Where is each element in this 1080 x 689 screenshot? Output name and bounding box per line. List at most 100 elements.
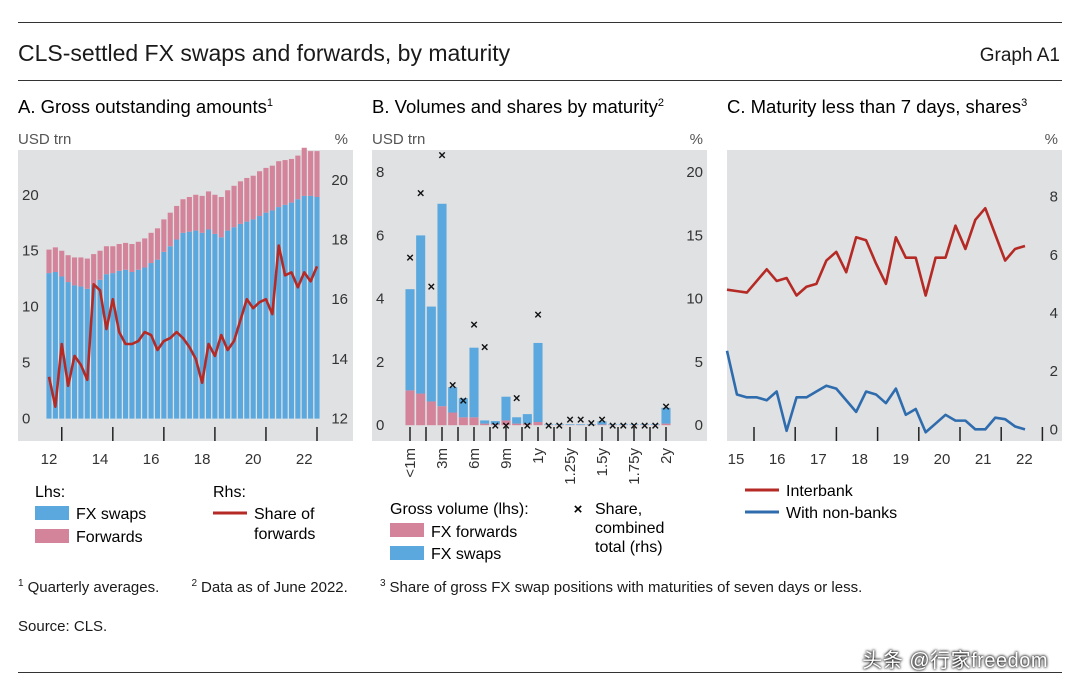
forwards-bar <box>250 175 256 220</box>
legend-a-share-label-2: forwards <box>254 526 315 543</box>
y-tick-label-lhs: 20 <box>22 187 39 204</box>
forwards-bar <box>225 190 231 231</box>
y-tick-label-rhs: 5 <box>695 354 703 371</box>
swaps-bar <box>608 424 618 425</box>
legend-a-swaps-swatch <box>35 506 69 520</box>
legend-a-forwards-swatch <box>35 529 69 543</box>
panel-c-marks: 0 2 4 6 8 15 16 17 18 19 20 21 22 <box>725 189 1058 468</box>
y-tick-label-rhs: 20 <box>686 164 703 181</box>
forwards-bar <box>257 171 263 217</box>
forwards-bar <box>437 406 447 426</box>
swaps-bar <box>167 246 173 419</box>
y-tick-label-lhs: 4 <box>376 291 384 308</box>
y-tick-label-lhs: 2 <box>376 354 384 371</box>
swaps-bar <box>154 259 161 419</box>
panel-c-rhs-unit: % <box>1045 131 1058 148</box>
swaps-bar <box>448 387 458 413</box>
share-marker: × <box>566 412 574 427</box>
x-tick-label: 15 <box>728 451 745 468</box>
swaps-bar <box>110 273 116 419</box>
x-tick-label: 16 <box>143 451 160 468</box>
forwards-bar <box>501 420 511 426</box>
y-tick-label-rhs: 14 <box>331 351 348 368</box>
swaps-bar <box>212 233 218 419</box>
y-tick-label-lhs: 10 <box>22 299 39 316</box>
swaps-bar <box>78 286 84 419</box>
panel-b-lhs-unit: USD trn <box>372 131 425 148</box>
forwards-bar <box>71 257 78 286</box>
x-tick-label: 14 <box>92 451 109 468</box>
forwards-bar <box>65 255 71 283</box>
share-marker: × <box>513 390 521 405</box>
swaps-bar <box>148 263 154 419</box>
panel-a-marks: 0 5 10 15 20 12 14 16 18 20 12 14 16 18 20 22 <box>22 147 348 468</box>
share-marker: × <box>534 307 542 322</box>
legend-b-forwards-swatch <box>390 523 424 537</box>
forwards-bar <box>295 155 301 200</box>
share-marker: × <box>588 416 596 431</box>
share-marker: × <box>524 418 532 433</box>
forwards-bar <box>301 147 307 196</box>
footnote-3: 3 Share of gross FX swap positions with m… <box>379 578 863 596</box>
y-tick-label-rhs: 0 <box>1050 421 1058 438</box>
share-marker: × <box>630 418 638 433</box>
panel-c-title: C. Maturity less than 7 days, shares3 <box>727 96 1027 117</box>
forwards-bar <box>490 424 500 426</box>
watermark: 头条 @行家freedom <box>862 650 1048 672</box>
swaps-bar <box>46 273 52 419</box>
swaps-bar <box>405 289 415 391</box>
swaps-bar <box>193 230 199 419</box>
forwards-bar <box>244 177 250 222</box>
swaps-bar <box>544 424 554 425</box>
forwards-bar <box>46 249 52 274</box>
y-tick-label-rhs: 8 <box>1050 189 1058 206</box>
forwards-bar <box>142 238 148 268</box>
panel-a-rhs-unit: % <box>335 131 348 148</box>
forwards-bar <box>180 199 186 233</box>
legend-b-share-label-2: combined <box>595 520 664 537</box>
legend-b-swaps-label: FX swaps <box>431 546 501 563</box>
swaps-bar <box>282 204 288 419</box>
x-tick-label: 18 <box>851 451 868 468</box>
forwards-bar <box>288 158 295 203</box>
swaps-bar <box>231 227 237 419</box>
forwards-bar <box>135 241 141 270</box>
legend-a-swaps-label: FX swaps <box>76 506 146 523</box>
x-tick-label: 9m <box>498 448 515 469</box>
swaps-bar <box>97 279 103 419</box>
x-tick-label: <1m <box>402 448 419 478</box>
swaps-bar <box>426 306 436 402</box>
forwards-bar <box>110 246 116 274</box>
legend-b-share-label-1: Share, <box>595 501 642 518</box>
swaps-bar <box>257 216 263 419</box>
swaps-bar <box>301 195 307 419</box>
forwards-bar <box>469 417 479 426</box>
swaps-bar <box>225 230 231 419</box>
charts-canvas: A. Gross outstanding amounts1 B. Volumes… <box>18 96 1062 563</box>
y-tick-label-rhs: 20 <box>331 172 348 189</box>
y-tick-label-rhs: 10 <box>686 291 703 308</box>
forwards-bar <box>263 167 269 213</box>
swaps-bar <box>174 239 180 419</box>
swaps-bar <box>597 421 607 425</box>
forwards-bar <box>308 151 314 196</box>
top-rule <box>18 22 1062 23</box>
swaps-bar <box>458 398 468 418</box>
forwards-bar <box>103 246 109 275</box>
swaps-bar <box>469 347 479 418</box>
swaps-bar <box>161 251 167 419</box>
swaps-bar <box>586 424 596 425</box>
share-marker: × <box>620 418 628 433</box>
swaps-bar <box>522 414 532 424</box>
swaps-bar <box>576 424 586 425</box>
swaps-bar <box>91 284 97 419</box>
y-tick-label-rhs: 4 <box>1050 305 1058 322</box>
forwards-bar <box>282 160 288 205</box>
y-tick-label-lhs: 0 <box>22 411 30 428</box>
share-marker: × <box>556 418 564 433</box>
swaps-bar <box>650 424 660 425</box>
swaps-bar <box>52 271 58 419</box>
forwards-bar <box>174 205 180 240</box>
share-marker: × <box>438 147 446 162</box>
forwards-bar <box>480 423 490 426</box>
